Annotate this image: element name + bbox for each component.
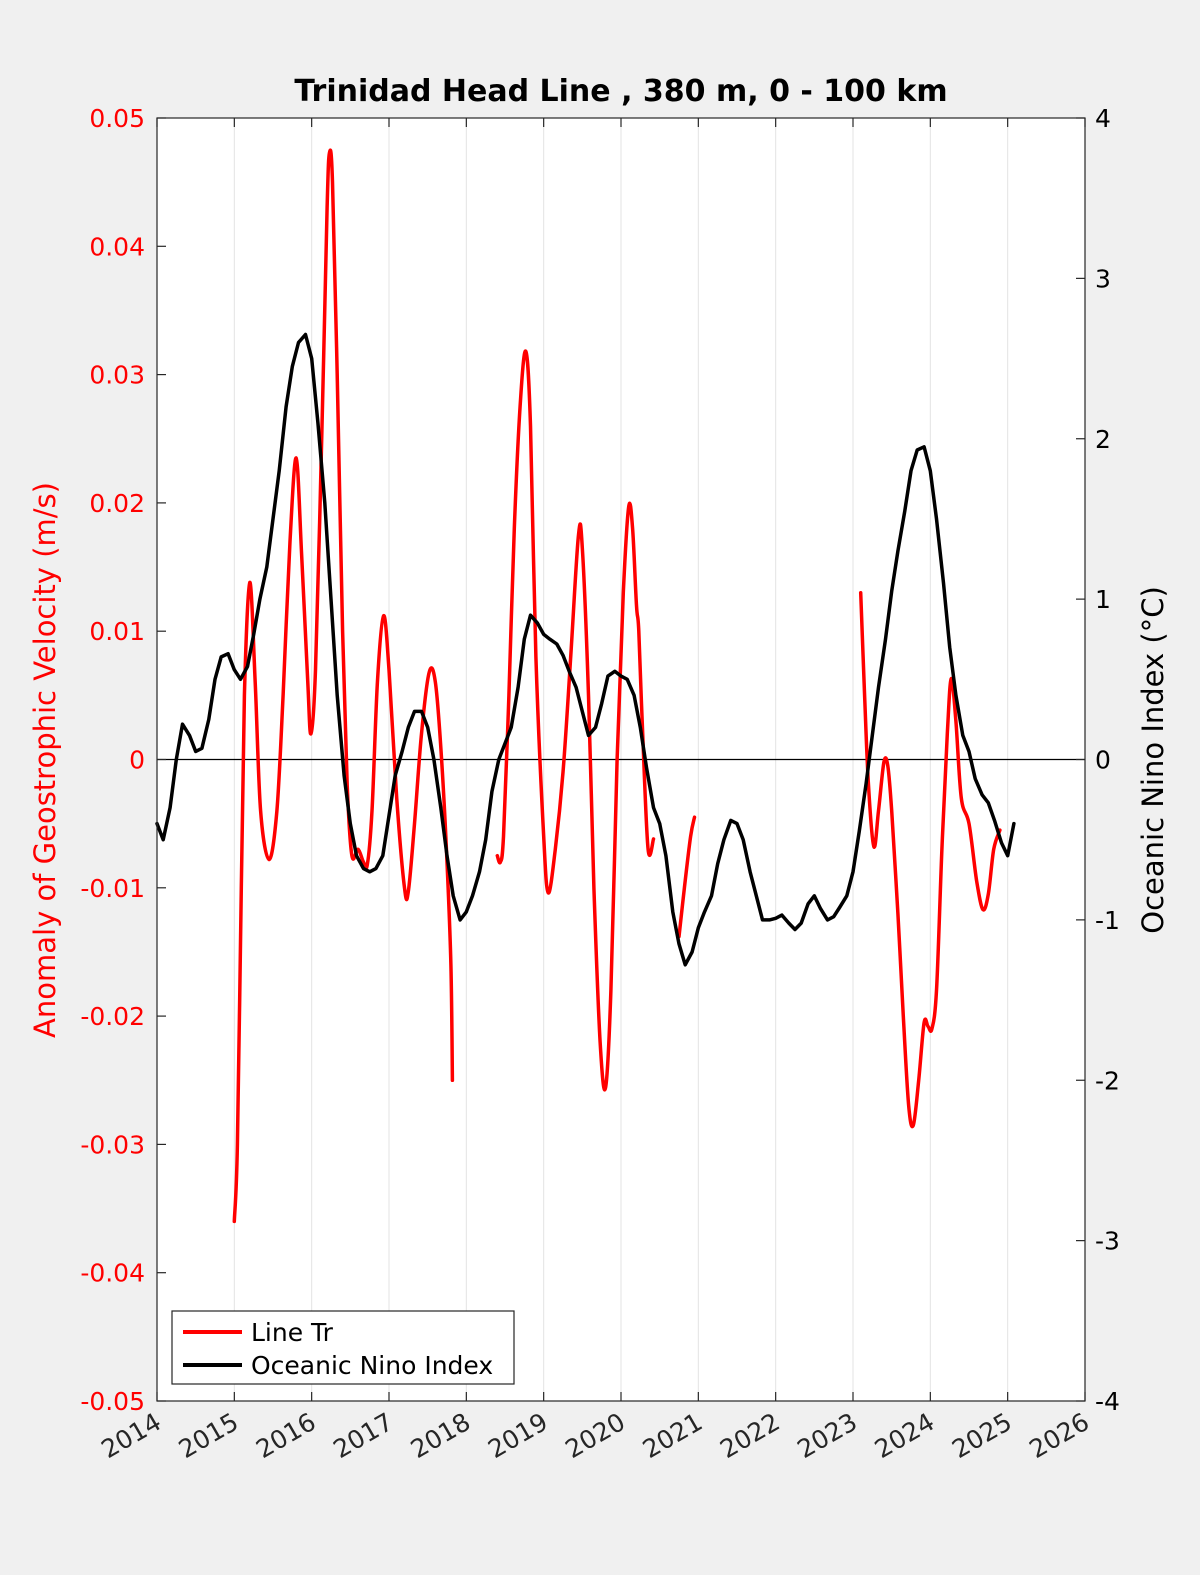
x-tick-label-2024: 2024 <box>870 1407 940 1464</box>
y-left-tick-label-0: 0 <box>129 746 145 775</box>
x-tick-label-2019: 2019 <box>483 1407 553 1464</box>
y-left-tick-label-0.01: 0.01 <box>89 617 145 646</box>
legend-box <box>171 1310 515 1385</box>
x-tick-label-2025: 2025 <box>947 1407 1017 1464</box>
axis-ticks <box>156 117 1086 1402</box>
line-tr-segment-1 <box>495 349 656 1092</box>
y-left-tick-label-0.02: 0.02 <box>89 489 145 518</box>
x-tick-label-2026: 2026 <box>1024 1407 1094 1464</box>
y-axis-left-label: Anomaly of Geostrophic Velocity (m/s) <box>28 482 62 1038</box>
oni-line <box>155 332 1016 967</box>
legend-label-oni: Oceanic Nino Index <box>251 1351 493 1380</box>
y-right-tick-label--2: -2 <box>1095 1066 1120 1095</box>
y-right-tick-label-4: 4 <box>1095 104 1111 133</box>
y-left-tick-label--0.04: -0.04 <box>80 1259 145 1288</box>
line-tr-segment-0 <box>232 148 455 1224</box>
x-tick-label-2018: 2018 <box>406 1407 476 1464</box>
x-tick-label-2022: 2022 <box>715 1407 785 1464</box>
legend: Line Tr Oceanic Nino Index <box>171 1310 515 1385</box>
line-tr-segment-3 <box>858 590 1002 1129</box>
y-axis-right-label: Oceanic Nino Index (°C) <box>1136 586 1170 934</box>
y-right-tick-label-3: 3 <box>1095 264 1111 293</box>
series-lines <box>155 148 1016 1224</box>
x-tick-label-2016: 2016 <box>251 1407 321 1464</box>
x-tick-label-2023: 2023 <box>792 1407 862 1464</box>
chart-title: Trinidad Head Line , 380 m, 0 - 100 km <box>294 74 947 109</box>
y-left-tick-label-0.04: 0.04 <box>89 232 145 261</box>
y-left-tick-label-0.05: 0.05 <box>89 104 145 133</box>
y-right-tick-label--3: -3 <box>1095 1227 1120 1256</box>
y-left-tick-label--0.03: -0.03 <box>80 1130 145 1159</box>
y-left-tick-label--0.01: -0.01 <box>80 874 145 903</box>
y-right-tick-label--1: -1 <box>1095 906 1120 935</box>
y-left-tick-label--0.05: -0.05 <box>80 1387 145 1416</box>
x-tick-label-2020: 2020 <box>560 1407 630 1464</box>
x-tick-label-2021: 2021 <box>638 1407 708 1464</box>
x-tick-label-2017: 2017 <box>328 1407 398 1464</box>
line-tr-segment-2 <box>677 815 697 939</box>
y-right-tick-label--4: -4 <box>1095 1387 1120 1416</box>
y-left-tick-label--0.02: -0.02 <box>80 1002 145 1031</box>
y-right-tick-label-0: 0 <box>1095 746 1111 775</box>
y-left-tick-label-0.03: 0.03 <box>89 361 145 390</box>
legend-label-line-tr: Line Tr <box>251 1318 334 1347</box>
y-right-tick-label-2: 2 <box>1095 425 1111 454</box>
y-right-tick-label-1: 1 <box>1095 585 1111 614</box>
x-tick-label-2015: 2015 <box>174 1407 244 1464</box>
